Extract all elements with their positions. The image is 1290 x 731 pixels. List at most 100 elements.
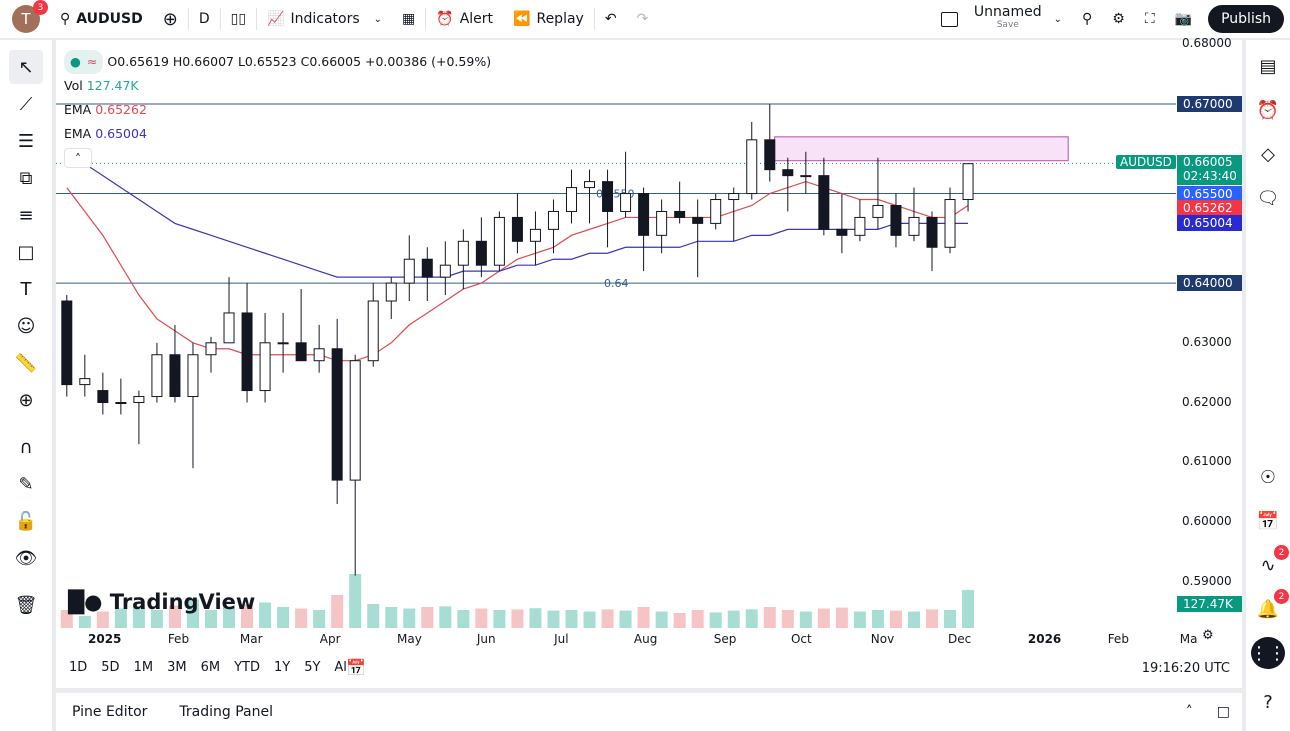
volume-bar: [835, 607, 848, 628]
alert-button[interactable]: ⏰ Alert: [436, 11, 494, 27]
range-6m[interactable]: 6M: [200, 660, 221, 675]
chevron-up-icon: ˄: [1185, 704, 1193, 720]
indicators-icon: 📈: [267, 11, 285, 27]
chart-legend: ● ≈ O0.65619 H0.66007 L0.65523 C0.66005 +0…: [64, 50, 491, 168]
magnet-tool[interactable]: ∩: [9, 430, 43, 464]
trend-line-tool[interactable]: ⟋: [9, 87, 43, 121]
lock-drawing-tool[interactable]: ✎: [9, 467, 43, 501]
settings-button[interactable]: ⚙: [1102, 0, 1135, 38]
templates-button[interactable]: ▦: [392, 0, 425, 38]
hide-tool[interactable]: 👁: [9, 541, 43, 575]
calendar-icon: 📅: [1256, 510, 1280, 532]
delete-tool[interactable]: 🗑: [9, 588, 43, 622]
compare-symbol-button[interactable]: ⊕: [153, 0, 188, 38]
text-tool[interactable]: T: [9, 272, 43, 306]
time-axis[interactable]: 2025 Feb Mar Apr May Jun Jul Aug Sep Oct Nov Dec 202…: [56, 628, 1242, 650]
volume-bar: [223, 607, 236, 628]
volume-label: 127.47K: [1177, 596, 1242, 612]
watchlist-button[interactable]: ▤: [1251, 50, 1285, 82]
volume-bar: [403, 608, 416, 628]
candle-body: [638, 193, 650, 236]
indicators-button[interactable]: 📈 Indicators ⌄: [267, 11, 383, 27]
volume-bar: [457, 610, 470, 628]
volume-bar: [295, 608, 308, 628]
range-5d[interactable]: 5D: [101, 660, 120, 675]
volume-bar: [907, 611, 920, 628]
market-status-pill[interactable]: ● ≈: [64, 50, 104, 74]
pattern-tool[interactable]: ⧉: [9, 161, 43, 195]
cursor-tool[interactable]: ↖: [9, 50, 43, 84]
time-tick: Apr: [319, 632, 341, 646]
snapshot-button[interactable]: 📷: [1165, 0, 1202, 38]
candle-body: [133, 396, 145, 403]
trend-line-icon: ⟋: [19, 93, 33, 115]
replay-button[interactable]: ⏪ Replay: [513, 11, 584, 27]
zoom-tool[interactable]: ⊕: [9, 383, 43, 417]
lock-tool[interactable]: 🔓: [9, 504, 43, 538]
collapse-legend-button[interactable]: ˄: [64, 148, 92, 168]
collapse-panel-button[interactable]: ˄: [1174, 704, 1205, 720]
chart-area[interactable]: 0.6550 0.64 ● ≈ O0.65619 H0.66007 L0.65523 …: [56, 36, 1242, 688]
horizontal-lines-tool[interactable]: ☰: [9, 124, 43, 158]
goto-date-button[interactable]: 📅: [346, 658, 366, 677]
object-tree-button[interactable]: ◇: [1251, 138, 1285, 170]
pine-editor-tab[interactable]: Pine Editor: [72, 704, 148, 720]
trading-panel-tab[interactable]: Trading Panel: [179, 704, 273, 720]
measure-tool[interactable]: 📏: [9, 346, 43, 380]
range-1y[interactable]: 1Y: [273, 660, 291, 675]
volume-bar: [367, 604, 380, 628]
chat-button[interactable]: 🗨: [1251, 182, 1285, 214]
candle-body: [331, 348, 343, 481]
range-1d[interactable]: 1D: [69, 660, 88, 675]
notifications-button[interactable]: 🔔 2: [1251, 589, 1289, 625]
price-axis[interactable]: 0.68000 0.67000 0.63000 0.62000 0.61000 0.600…: [1116, 36, 1242, 630]
range-all[interactable]: All: [334, 660, 351, 675]
candle-body: [115, 402, 127, 404]
time-tick: Sep: [713, 632, 737, 646]
search-icon: ⚲: [1082, 11, 1093, 27]
time-tick: Aug: [633, 632, 658, 646]
range-5y[interactable]: 5Y: [304, 660, 321, 675]
emoji-tool[interactable]: ☺: [9, 309, 43, 343]
maximize-panel-button[interactable]: □: [1205, 704, 1242, 720]
shapes-tool[interactable]: □: [9, 235, 43, 269]
candle-body: [692, 216, 704, 224]
alerts-button[interactable]: ⏰: [1251, 94, 1285, 126]
redo-button[interactable]: ↷: [627, 0, 659, 38]
fib-tool[interactable]: ≡: [9, 198, 43, 232]
chart-type-button[interactable]: ▯▯: [221, 0, 256, 38]
help-button[interactable]: ?: [1251, 687, 1285, 719]
price-chart[interactable]: 0.65500.64: [56, 40, 1242, 688]
symbol-search-button[interactable]: ⚲ AUDUSD: [60, 11, 143, 27]
calendar-button[interactable]: 📅: [1251, 505, 1285, 537]
last-price-label: 0.66005 02:43:40: [1177, 155, 1242, 186]
technicals-button[interactable]: ☉: [1251, 461, 1285, 493]
interval-button[interactable]: D: [198, 11, 210, 27]
undo-button[interactable]: ↶: [595, 0, 627, 38]
range-1m[interactable]: 1M: [133, 660, 154, 675]
range-ytd[interactable]: YTD: [234, 660, 260, 675]
volume-bar: [385, 607, 398, 628]
volume-bar: [691, 610, 704, 628]
rectangle-icon: □: [17, 241, 35, 263]
quick-search-button[interactable]: ⚲: [1072, 0, 1102, 38]
eye-icon: 👁: [14, 547, 38, 569]
news-button[interactable]: ∿ 2: [1251, 545, 1289, 581]
volume-bar: [277, 607, 290, 628]
layout-button[interactable]: Unnamed Save ⌄: [931, 0, 1072, 38]
candle-body: [674, 210, 686, 218]
level-label: 0.65500: [1177, 185, 1242, 202]
time-tick: Feb: [167, 632, 190, 646]
apps-button[interactable]: ⋮⋮: [1250, 637, 1286, 670]
chevron-down-icon: ⌄: [1053, 13, 1063, 25]
volume-bar: [313, 610, 326, 628]
candle-body: [602, 181, 614, 212]
fullscreen-button[interactable]: ⛶: [1135, 0, 1165, 38]
range-selector: 1D 5D 1M 3M 6M YTD 1Y 5Y All: [62, 656, 358, 679]
candle-body: [403, 258, 415, 284]
range-3m[interactable]: 3M: [167, 660, 187, 675]
publish-button[interactable]: Publish: [1208, 5, 1284, 33]
clock: 19:16:20 UTC: [1141, 661, 1230, 676]
axis-settings-button[interactable]: ⚙: [1202, 628, 1214, 643]
